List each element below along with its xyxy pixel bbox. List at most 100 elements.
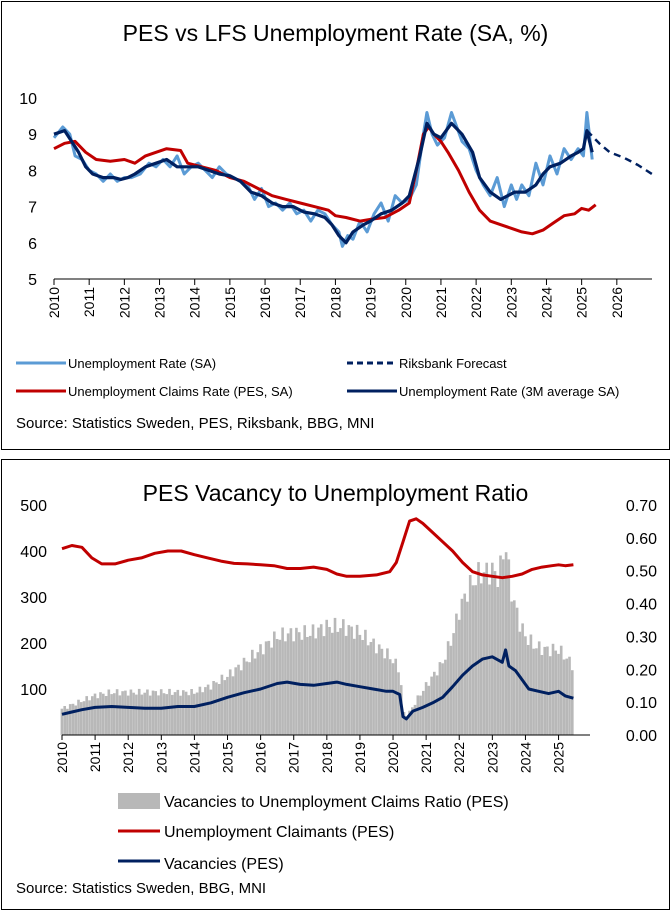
ratio-bar bbox=[375, 653, 378, 735]
ratio-bar bbox=[292, 641, 295, 735]
ratio-bar bbox=[427, 685, 431, 735]
ratio-bar bbox=[223, 680, 227, 735]
ratio-bar bbox=[548, 656, 552, 735]
legend-swatch-bar bbox=[118, 793, 160, 809]
ratio-bar bbox=[162, 693, 166, 735]
ratio-bar bbox=[419, 695, 422, 735]
x-tick-label: 2025 bbox=[574, 287, 590, 318]
ratio-bar bbox=[317, 627, 320, 735]
ratio-bar bbox=[165, 694, 169, 735]
ratio-bar bbox=[485, 562, 489, 735]
ratio-bar bbox=[364, 629, 367, 735]
series-line-riksbank-forecast bbox=[586, 129, 653, 176]
legend-label: Unemployment Claims Rate (PES, SA) bbox=[68, 384, 293, 399]
y-tick-label: 7 bbox=[28, 200, 37, 217]
ratio-bar bbox=[463, 593, 467, 735]
ratio-bar bbox=[68, 704, 72, 735]
ratio-bar bbox=[455, 613, 458, 735]
ratio-bar bbox=[209, 689, 213, 735]
y-left-tick-label: 100 bbox=[20, 682, 47, 699]
x-tick-label: 2016 bbox=[253, 742, 269, 773]
chart-source: Source: Statistics Sweden, BBG, MNI bbox=[16, 880, 267, 897]
ratio-bar bbox=[424, 682, 428, 735]
ratio-bar bbox=[113, 693, 116, 735]
ratio-bar bbox=[460, 598, 464, 735]
ratio-bar bbox=[383, 658, 387, 735]
y-left-tick-label: 400 bbox=[20, 544, 47, 561]
ratio-bar bbox=[466, 601, 469, 735]
ratio-bar bbox=[168, 688, 171, 735]
ratio-bar bbox=[63, 706, 67, 735]
ratio-bar bbox=[102, 693, 105, 735]
ratio-bar bbox=[126, 695, 130, 735]
ratio-bar bbox=[226, 676, 229, 735]
x-tick-label: 2012 bbox=[116, 287, 132, 318]
x-tick-label: 2020 bbox=[385, 742, 401, 773]
ratio-bar bbox=[477, 562, 480, 735]
ratio-bar bbox=[140, 694, 144, 735]
x-tick-label: 2013 bbox=[153, 742, 169, 773]
x-tick-label: 2010 bbox=[54, 742, 70, 773]
ratio-bar bbox=[204, 687, 207, 735]
ratio-bar bbox=[91, 696, 94, 735]
legend-label: Vacancies (PES) bbox=[164, 856, 284, 873]
ratio-bar bbox=[422, 690, 425, 735]
x-tick-label: 2025 bbox=[551, 742, 567, 773]
x-tick-label: 2018 bbox=[327, 287, 343, 318]
ratio-bar bbox=[239, 670, 243, 735]
ratio-bar bbox=[256, 652, 260, 735]
ratio-bar bbox=[286, 633, 290, 735]
y-right-tick-label: 0.30 bbox=[626, 629, 657, 646]
ratio-bar bbox=[559, 645, 563, 735]
ratio-bar bbox=[182, 690, 185, 735]
ratio-bar bbox=[110, 694, 113, 735]
ratio-bar bbox=[342, 619, 345, 735]
y-right-tick-label: 0.40 bbox=[626, 597, 657, 614]
ratio-bar bbox=[148, 695, 152, 735]
chart-title: PES vs LFS Unemployment Rate (SA, %) bbox=[122, 20, 549, 46]
ratio-bar bbox=[543, 646, 547, 735]
ratio-bar bbox=[157, 695, 160, 735]
ratio-bar bbox=[99, 692, 102, 735]
x-tick-label: 2016 bbox=[257, 287, 273, 318]
ratio-bar bbox=[333, 617, 337, 735]
ratio-bar bbox=[124, 690, 127, 735]
ratio-bar bbox=[350, 626, 353, 735]
ratio-bar bbox=[416, 695, 420, 735]
ratio-bar bbox=[96, 698, 100, 735]
ratio-bar bbox=[411, 707, 414, 735]
ratio-bar bbox=[201, 692, 204, 735]
ratio-bar bbox=[397, 672, 400, 735]
ratio-bar bbox=[217, 684, 221, 735]
ratio-bar bbox=[275, 639, 279, 735]
ratio-bar bbox=[394, 658, 398, 735]
x-tick-label: 2022 bbox=[451, 742, 467, 773]
ratio-bar bbox=[355, 624, 359, 735]
ratio-bar bbox=[143, 692, 147, 735]
ratio-bar bbox=[314, 638, 318, 735]
ratio-bar bbox=[121, 691, 124, 735]
ratio-bar bbox=[242, 657, 246, 735]
y-left-tick-label: 200 bbox=[20, 636, 47, 653]
ratio-bar bbox=[504, 552, 508, 735]
ratio-bar bbox=[198, 686, 202, 735]
ratio-bar bbox=[430, 676, 433, 735]
ratio-bar bbox=[146, 689, 149, 735]
y-tick-label: 6 bbox=[28, 236, 37, 253]
ratio-bar bbox=[347, 625, 351, 735]
ratio-bar bbox=[206, 684, 210, 735]
x-tick-label: 2013 bbox=[152, 287, 168, 318]
ratio-bar bbox=[372, 638, 375, 735]
ratio-bar bbox=[562, 659, 566, 735]
legend-label: Vacancies to Unemployment Claims Ratio (… bbox=[164, 794, 509, 811]
ratio-bar bbox=[104, 696, 108, 735]
chart-source: Source: Statistics Sweden, PES, Riksbank… bbox=[16, 415, 375, 432]
ratio-bar bbox=[507, 559, 511, 735]
y-right-tick-label: 0.10 bbox=[626, 695, 657, 712]
ratio-bar bbox=[491, 562, 494, 735]
ratio-bar bbox=[220, 674, 224, 735]
ratio-bar bbox=[60, 708, 64, 735]
ratio-bar bbox=[513, 600, 516, 735]
ratio-bar bbox=[537, 641, 541, 735]
ratio-bar bbox=[402, 712, 406, 735]
